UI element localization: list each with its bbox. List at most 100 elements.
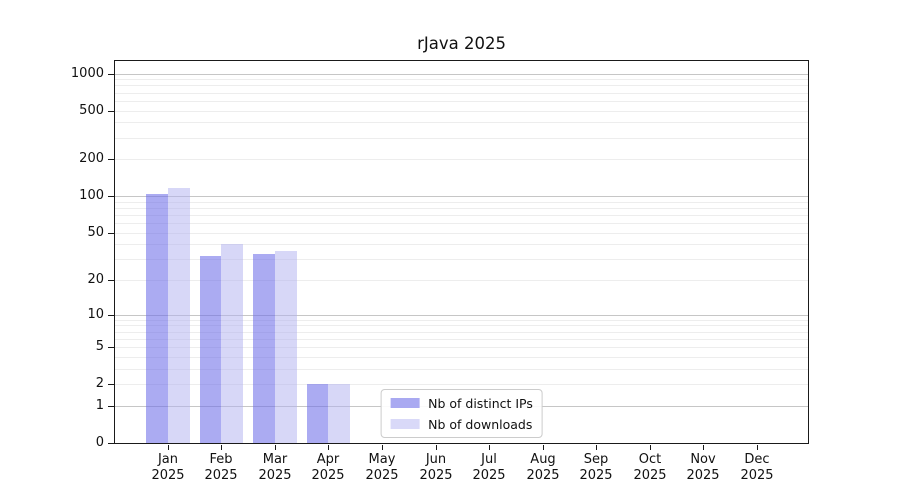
- x-tick-label-year: 2025: [526, 468, 560, 483]
- gridline-minor: [115, 85, 808, 86]
- grid-layer: [115, 61, 808, 443]
- x-tick-label: Jun 2025: [409, 452, 463, 484]
- legend-swatch-distinct-ips: [390, 398, 420, 408]
- y-tick-label: 0: [95, 435, 104, 450]
- gridline-minor: [115, 215, 808, 216]
- x-tick-label: Apr 2025: [301, 452, 355, 484]
- gridline-minor: [115, 208, 808, 209]
- y-tick-label: 500: [79, 103, 104, 118]
- gridline-minor: [115, 93, 808, 94]
- x-tick: [596, 445, 597, 450]
- x-tick-label-year: 2025: [311, 468, 345, 483]
- legend: Nb of distinct IPs Nb of downloads: [380, 389, 543, 438]
- x-tick-label-year: 2025: [686, 468, 720, 483]
- x-tick-label: Jul 2025: [462, 452, 516, 484]
- gridline-minor: [115, 101, 808, 102]
- x-tick-label-year: 2025: [472, 468, 506, 483]
- legend-label-downloads: Nb of downloads: [428, 416, 533, 432]
- x-tick-label: Oct 2025: [623, 452, 677, 484]
- gridline-minor: [115, 138, 808, 139]
- x-tick-label-year: 2025: [579, 468, 613, 483]
- gridline-minor: [115, 259, 808, 260]
- bar-downloads-1: [221, 244, 244, 443]
- x-tick-label-year: 2025: [740, 468, 774, 483]
- x-tick: [650, 445, 651, 450]
- gridline-minor: [115, 320, 808, 321]
- x-tick-label-month: Sep: [583, 452, 609, 467]
- x-tick-label-year: 2025: [633, 468, 667, 483]
- x-tick-label-month: Mar: [262, 452, 288, 467]
- x-tick: [221, 445, 222, 450]
- y-tick: [108, 111, 114, 112]
- y-tick: [108, 159, 114, 160]
- gridline-minor: [115, 280, 808, 281]
- y-tick: [108, 347, 114, 348]
- x-tick-label-month: May: [368, 452, 396, 467]
- gridline-minor: [115, 347, 808, 348]
- x-tick-label: Mar 2025: [248, 452, 302, 484]
- bar-distinct-ips-0: [146, 194, 168, 443]
- gridline-minor: [115, 384, 808, 385]
- gridline-minor: [115, 202, 808, 203]
- x-tick-label-month: Jan: [157, 452, 179, 467]
- plot-area: Nb of distinct IPs Nb of downloads: [114, 60, 809, 444]
- y-tick-label: 50: [87, 225, 104, 240]
- bar-distinct-ips-3: [306, 384, 329, 443]
- x-tick-label-year: 2025: [365, 468, 399, 483]
- x-tick: [328, 445, 329, 450]
- bar-downloads-0: [167, 187, 190, 443]
- x-tick-label-month: Jun: [425, 452, 447, 467]
- y-tick-label: 1000: [70, 66, 104, 81]
- x-tick-label-year: 2025: [258, 468, 292, 483]
- y-tick: [108, 315, 114, 316]
- y-tick-label: 2: [95, 376, 104, 391]
- y-tick-label: 200: [79, 151, 104, 166]
- gridline-minor: [115, 357, 808, 358]
- gridline-minor: [115, 325, 808, 326]
- legend-label-distinct-ips: Nb of distinct IPs: [428, 395, 533, 411]
- gridline-minor: [115, 122, 808, 123]
- gridline-minor: [115, 233, 808, 234]
- legend-swatch-downloads: [390, 419, 420, 429]
- bar-distinct-ips-2: [253, 254, 275, 443]
- y-tick: [108, 74, 114, 75]
- y-tick-label: 20: [87, 272, 104, 287]
- gridline-minor: [115, 332, 808, 333]
- legend-item-distinct-ips: Nb of distinct IPs: [390, 394, 533, 412]
- x-tick-label: Feb 2025: [194, 452, 248, 484]
- x-tick-label-month: Dec: [744, 452, 770, 467]
- x-tick-label: Dec 2025: [730, 452, 784, 484]
- bar-downloads-2: [274, 251, 297, 443]
- x-tick-label: Sep 2025: [569, 452, 623, 484]
- x-tick: [757, 445, 758, 450]
- x-tick-label-month: Oct: [638, 452, 662, 467]
- gridline-major: [115, 315, 808, 316]
- x-tick: [275, 445, 276, 450]
- gridline-minor: [115, 223, 808, 224]
- y-tick-label: 1: [95, 398, 104, 413]
- y-tick-label: 100: [79, 188, 104, 203]
- x-tick-label: Jan 2025: [141, 452, 195, 484]
- x-tick: [436, 445, 437, 450]
- x-tick-label-month: Nov: [690, 452, 716, 467]
- x-tick-label: Aug 2025: [516, 452, 570, 484]
- x-tick: [703, 445, 704, 450]
- chart-title: rJava 2025: [417, 34, 506, 53]
- bar-downloads-3: [328, 384, 351, 443]
- x-tick-label-year: 2025: [151, 468, 185, 483]
- gridline-minor: [115, 244, 808, 245]
- y-tick: [108, 443, 114, 444]
- x-tick-label-year: 2025: [419, 468, 453, 483]
- y-tick: [108, 196, 114, 197]
- x-tick-label-year: 2025: [204, 468, 238, 483]
- y-tick: [108, 233, 114, 234]
- legend-item-downloads: Nb of downloads: [390, 415, 533, 433]
- gridline-major: [115, 196, 808, 197]
- gridline-major: [115, 74, 808, 75]
- x-tick: [543, 445, 544, 450]
- y-tick-label: 5: [95, 339, 104, 354]
- x-tick: [168, 445, 169, 450]
- y-tick: [108, 406, 114, 407]
- x-tick-label: May 2025: [355, 452, 409, 484]
- x-tick-label-month: Feb: [209, 452, 233, 467]
